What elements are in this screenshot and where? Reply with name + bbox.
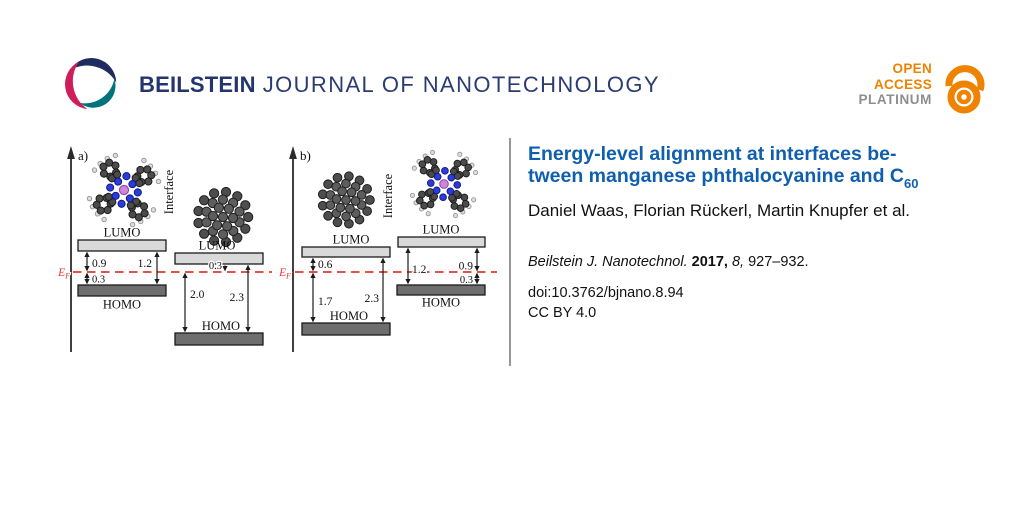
- journal-name: JOURNAL OF NANOTECHNOLOGY: [262, 72, 660, 97]
- swirl-crimson-arc: [65, 61, 88, 110]
- mnpc-molecule-image-b: [409, 149, 479, 219]
- value-c60-a-ef-homo: 2.0: [190, 289, 205, 301]
- lumo-label-mnpc-a: LUMO: [104, 226, 141, 240]
- value-mnpc-b-ef-homo: 0.3: [460, 275, 473, 286]
- citation-year: 2017,: [691, 254, 728, 270]
- citation-pages: 927–932.: [748, 254, 809, 270]
- energy-axis-arrowhead-a: [67, 146, 75, 159]
- homo-bar-c60-a: [174, 332, 264, 346]
- c60-molecule-image-b: [317, 171, 375, 229]
- citation-line: Beilstein J. Nanotechnol. 2017, 8, 927–9…: [528, 254, 948, 270]
- author-list: Daniel Waas, Florian Rückerl, Martin Knu…: [528, 201, 911, 220]
- vertical-divider: [509, 138, 511, 366]
- interface-label-b: Interface: [381, 173, 395, 218]
- swirl-teal-arc: [79, 78, 116, 108]
- mnpc-molecule-image-a: [86, 152, 162, 228]
- open-access-label: OPEN ACCESS PLATINUM: [848, 61, 932, 108]
- homo-label-mnpc-b: HOMO: [422, 296, 460, 310]
- title-subscript: 60: [904, 176, 919, 192]
- value-mnpc-a-ef-homo: 0.3: [92, 275, 105, 286]
- open-access-line2: ACCESS: [873, 76, 932, 92]
- license-text: CC BY 4.0: [528, 305, 597, 321]
- homo-bar-c60-b: [301, 322, 391, 336]
- value-mnpc-a-lumo-ef: 0.9: [92, 258, 107, 270]
- lumo-label-mnpc-b: LUMO: [423, 223, 460, 237]
- open-access-badge[interactable]: OPEN ACCESS PLATINUM: [848, 55, 993, 117]
- article-title[interactable]: Energy-level alignment at interfaces be-…: [528, 143, 1006, 193]
- value-c60-b-gap: 2.3: [365, 293, 380, 305]
- journal-wordmark: BEILSTEIN JOURNAL OF NANOTECHNOLOGY: [139, 72, 660, 98]
- swirl-navy-arc: [69, 58, 117, 83]
- open-lock-icon: [945, 65, 985, 114]
- value-mnpc-b-lumo-ef: 0.9: [459, 261, 474, 273]
- panel-b-label: b): [300, 148, 311, 163]
- value-c60-b-ef-homo: 1.7: [318, 296, 333, 308]
- fermi-label-a: EF: [57, 267, 70, 281]
- lumo-bar-c60-a: [174, 252, 264, 265]
- lumo-label-c60-a: LUMO: [199, 239, 236, 253]
- open-access-line3: PLATINUM: [858, 92, 932, 107]
- homo-label-c60-b: HOMO: [330, 309, 368, 323]
- lumo-bar-c60-b: [301, 246, 391, 258]
- citation-journal: Beilstein J. Nanotechnol.: [528, 254, 688, 270]
- homo-bar-mnpc-b: [396, 284, 486, 296]
- graphical-abstract-figure: a) Interface EF LUMO HOMO 0.9 0.3 1.2 LU…: [40, 140, 510, 372]
- title-line-2: tween manganese phthalocyanine and C60: [528, 164, 919, 192]
- c60-molecule-image-a: [193, 186, 254, 248]
- brand-name: BEILSTEIN: [139, 72, 256, 97]
- energy-axis-arrowhead-b: [289, 146, 297, 159]
- panel-a-label: a): [78, 148, 88, 163]
- lumo-bar-mnpc-b: [397, 236, 486, 248]
- homo-bar-mnpc-a: [77, 284, 167, 297]
- value-mnpc-b-gap: 1.2: [412, 264, 427, 276]
- value-c60-a-gap: 2.3: [230, 292, 245, 304]
- value-c60-a-lumo-ef: 0.3: [209, 261, 222, 272]
- citation-volume: 8,: [731, 254, 745, 270]
- title-line-1: Energy-level alignment at interfaces be-: [528, 143, 897, 165]
- beilstein-swirl-logo[interactable]: [54, 47, 128, 121]
- value-c60-b-lumo-ef: 0.6: [318, 259, 333, 271]
- value-mnpc-a-gap: 1.2: [138, 258, 153, 270]
- interface-label-a: Interface: [162, 169, 176, 214]
- swirl-icon: [65, 58, 117, 110]
- lumo-label-c60-b: LUMO: [333, 233, 370, 247]
- open-access-line1: OPEN: [892, 61, 932, 76]
- homo-label-c60-a: HOMO: [202, 319, 240, 333]
- fermi-label-b: EF: [278, 267, 291, 281]
- lumo-bar-mnpc-a: [77, 239, 167, 252]
- doi-text: doi:10.3762/bjnano.8.94: [528, 285, 684, 301]
- homo-label-mnpc-a: HOMO: [103, 298, 141, 312]
